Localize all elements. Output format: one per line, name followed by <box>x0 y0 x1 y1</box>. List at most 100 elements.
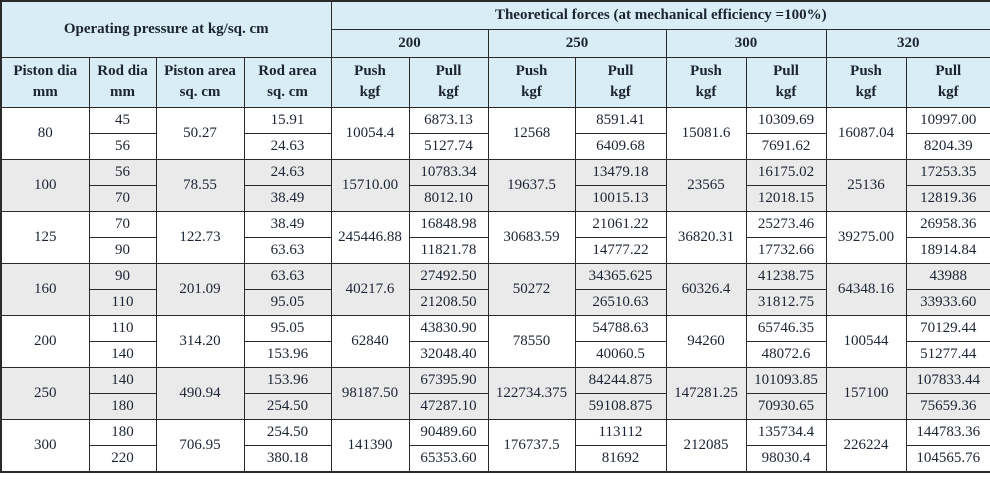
pull-cell: 90489.60 <box>408 418 489 446</box>
table-row: 160 90 201.09 63.63 40217.6 27492.50 502… <box>0 262 990 316</box>
table-row: 100 56 78.55 24.63 15710.00 10783.34 196… <box>0 158 990 212</box>
push-cell: 36820.31 <box>665 210 747 264</box>
pull-cell: 81692 <box>574 444 667 472</box>
theoretical-forces-header: Theoretical forces (at mechanical effici… <box>330 0 990 30</box>
rod-area-cell: 38.49 <box>243 210 332 238</box>
rod-dia-cell: 140 <box>88 366 157 394</box>
pull-cell: 16848.98 <box>408 210 489 238</box>
push-header: Push kgf <box>330 56 410 108</box>
table-row: 300 180 706.95 254.50 141390 90489.60 17… <box>0 418 990 472</box>
push-cell: 226224 <box>825 418 907 472</box>
pull-cell: 48072.6 <box>745 340 827 368</box>
push-cell: 94260 <box>665 314 747 368</box>
rod-area-header: Rod area sq. cm <box>243 56 332 108</box>
pull-cell: 104565.76 <box>905 444 990 472</box>
pressure-320-header: 320 <box>825 28 990 58</box>
pull-cell: 8204.39 <box>905 132 990 160</box>
pull-cell: 113112 <box>574 418 667 446</box>
pull-cell: 54788.63 <box>574 314 667 342</box>
pull-cell: 11821.78 <box>408 236 489 264</box>
pull-cell: 13479.18 <box>574 158 667 186</box>
piston-area-cell: 201.09 <box>155 262 245 316</box>
piston-dia-header: Piston dia mm <box>0 56 90 108</box>
pull-cell: 21061.22 <box>574 210 667 238</box>
table-row: 250 140 490.94 153.96 98187.50 67395.90 … <box>0 366 990 420</box>
pull-cell: 5127.74 <box>408 132 489 160</box>
pull-cell: 51277.44 <box>905 340 990 368</box>
pull-cell: 84244.875 <box>574 366 667 394</box>
pull-cell: 43988 <box>905 262 990 290</box>
pull-cell: 10015.13 <box>574 184 667 212</box>
rod-area-cell: 380.18 <box>243 444 332 472</box>
pull-cell: 41238.75 <box>745 262 827 290</box>
table-row: 220 380.18 65353.60 81692 98030.4 104565… <box>1 444 990 472</box>
rod-area-cell: 254.50 <box>243 418 332 446</box>
push-cell: 212085 <box>665 418 747 472</box>
pull-cell: 8591.41 <box>574 106 667 134</box>
push-cell: 100544 <box>825 314 907 368</box>
pull-cell: 65746.35 <box>745 314 827 342</box>
piston-area-cell: 490.94 <box>155 366 245 420</box>
rod-dia-cell: 90 <box>88 262 157 290</box>
pull-cell: 67395.90 <box>408 366 489 394</box>
push-header: Push kgf <box>487 56 576 108</box>
push-cell: 62840 <box>330 314 410 368</box>
piston-area-cell: 706.95 <box>155 418 245 472</box>
pull-cell: 17732.66 <box>745 236 827 264</box>
pull-cell: 144783.36 <box>905 418 990 446</box>
rod-dia-cell: 180 <box>88 392 157 420</box>
rod-dia-cell: 70 <box>88 210 157 238</box>
push-cell: 25136 <box>825 158 907 212</box>
piston-dia-cell: 200 <box>0 314 90 368</box>
pressure-250-header: 250 <box>487 28 667 58</box>
pressure-300-header: 300 <box>665 28 827 58</box>
rod-dia-cell: 56 <box>88 132 157 160</box>
rod-dia-cell: 110 <box>88 314 157 342</box>
rod-dia-header: Rod dia mm <box>88 56 157 108</box>
push-cell: 40217.6 <box>330 262 410 316</box>
pull-cell: 12018.15 <box>745 184 827 212</box>
pull-cell: 10783.34 <box>408 158 489 186</box>
push-cell: 23565 <box>665 158 747 212</box>
rod-area-cell: 95.05 <box>243 288 332 316</box>
piston-area-header: Piston area sq. cm <box>155 56 245 108</box>
piston-dia-cell: 300 <box>0 418 90 472</box>
rod-dia-cell: 140 <box>88 340 157 368</box>
pull-cell: 65353.60 <box>408 444 489 472</box>
pull-header: Pull kgf <box>745 56 827 108</box>
pull-cell: 10309.69 <box>745 106 827 134</box>
table-row: 125 70 122.73 38.49 245446.88 16848.98 3… <box>0 210 990 264</box>
operating-pressure-header: Operating pressure at kg/sq. cm <box>0 0 332 58</box>
rod-area-cell: 63.63 <box>243 262 332 290</box>
piston-area-cell: 50.27 <box>155 106 245 160</box>
table-body: 80 45 50.27 15.91 10054.4 6873.13 12568 … <box>0 106 990 472</box>
rod-dia-cell: 70 <box>88 184 157 212</box>
table-row: 56 24.63 5127.74 6409.68 7691.62 8204.39 <box>1 132 990 160</box>
rod-area-cell: 15.91 <box>243 106 332 134</box>
hydraulic-forces-table: Operating pressure at kg/sq. cm Theoreti… <box>0 0 990 473</box>
push-cell: 30683.59 <box>487 210 576 264</box>
rod-dia-cell: 90 <box>88 236 157 264</box>
rod-area-cell: 38.49 <box>243 184 332 212</box>
rod-dia-cell: 56 <box>88 158 157 186</box>
rod-area-cell: 153.96 <box>243 340 332 368</box>
table-row: 70 38.49 8012.10 10015.13 12018.15 12819… <box>1 184 990 212</box>
piston-dia-cell: 250 <box>0 366 90 420</box>
pull-header: Pull kgf <box>408 56 489 108</box>
pull-cell: 107833.44 <box>905 366 990 394</box>
push-cell: 147281.25 <box>665 366 747 420</box>
push-cell: 10054.4 <box>330 106 410 160</box>
table-row: 200 110 314.20 95.05 62840 43830.90 7855… <box>0 314 990 368</box>
pull-cell: 32048.40 <box>408 340 489 368</box>
push-cell: 39275.00 <box>825 210 907 264</box>
push-cell: 78550 <box>487 314 576 368</box>
table-row: 90 63.63 11821.78 14777.22 17732.66 1891… <box>1 236 990 264</box>
piston-area-cell: 78.55 <box>155 158 245 212</box>
push-cell: 141390 <box>330 418 410 472</box>
pull-cell: 26510.63 <box>574 288 667 316</box>
rod-area-cell: 254.50 <box>243 392 332 420</box>
pull-cell: 14777.22 <box>574 236 667 264</box>
rod-dia-cell: 45 <box>88 106 157 134</box>
pull-cell: 16175.02 <box>745 158 827 186</box>
pull-cell: 12819.36 <box>905 184 990 212</box>
